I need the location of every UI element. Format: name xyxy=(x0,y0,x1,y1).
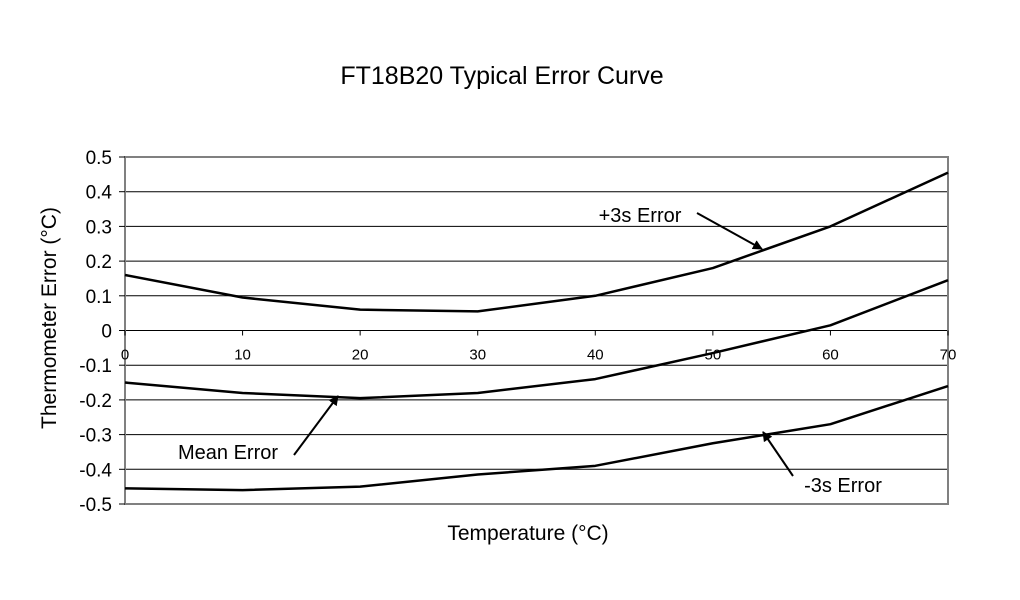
x-tick-label: 50 xyxy=(705,347,722,364)
y-tick-label: 0.3 xyxy=(86,217,112,238)
x-tick-label: 60 xyxy=(822,347,839,364)
y-tick-label: 0.4 xyxy=(86,183,113,204)
y-tick-label: -0.2 xyxy=(79,391,112,412)
y-tick-label: 0.1 xyxy=(86,287,112,308)
y-axis-label: Thermometer Error (°C) xyxy=(38,207,61,429)
annotation-arrow xyxy=(762,431,794,477)
annotation-arrow xyxy=(293,395,339,456)
x-tick-label: 70 xyxy=(940,347,957,364)
y-tick-label: -0.1 xyxy=(79,356,112,377)
x-axis-ticks: 0 10 20 30 40 50 60 70 xyxy=(121,330,957,364)
y-tick-label: 0.2 xyxy=(86,252,112,273)
x-tick-label: 20 xyxy=(352,347,369,364)
y-tick-label: -0.5 xyxy=(79,495,112,516)
series-lines xyxy=(124,171,949,492)
x-axis-label: Temperature (°C) xyxy=(447,522,608,545)
x-tick-label: 40 xyxy=(587,347,604,364)
annotation-label: Mean Error xyxy=(178,442,278,464)
series-line-0 xyxy=(124,171,949,313)
y-axis-ticks: 0.5 0.4 0.3 0.2 0.1 0 -0.1 -0.2 -0.3 -0.4 -0.5 xyxy=(79,148,125,516)
chart-title: FT18B20 Typical Error Curve xyxy=(340,62,664,90)
y-tick-label: 0.5 xyxy=(86,148,112,169)
annotation-label: -3s Error xyxy=(804,475,882,497)
y-tick-label: 0 xyxy=(101,322,112,343)
x-tick-label: 10 xyxy=(234,347,251,364)
series-line-2 xyxy=(124,384,949,492)
series-line-1 xyxy=(124,279,949,400)
annotation-arrow xyxy=(696,212,763,250)
x-tick-label: 30 xyxy=(469,347,486,364)
y-tick-label: -0.4 xyxy=(79,460,112,481)
x-tick-label: 0 xyxy=(121,347,129,364)
annotations: +3s Error Mean Error -3s Error xyxy=(178,205,882,497)
annotation-label: +3s Error xyxy=(599,205,682,227)
y-tick-label: -0.3 xyxy=(79,426,112,447)
